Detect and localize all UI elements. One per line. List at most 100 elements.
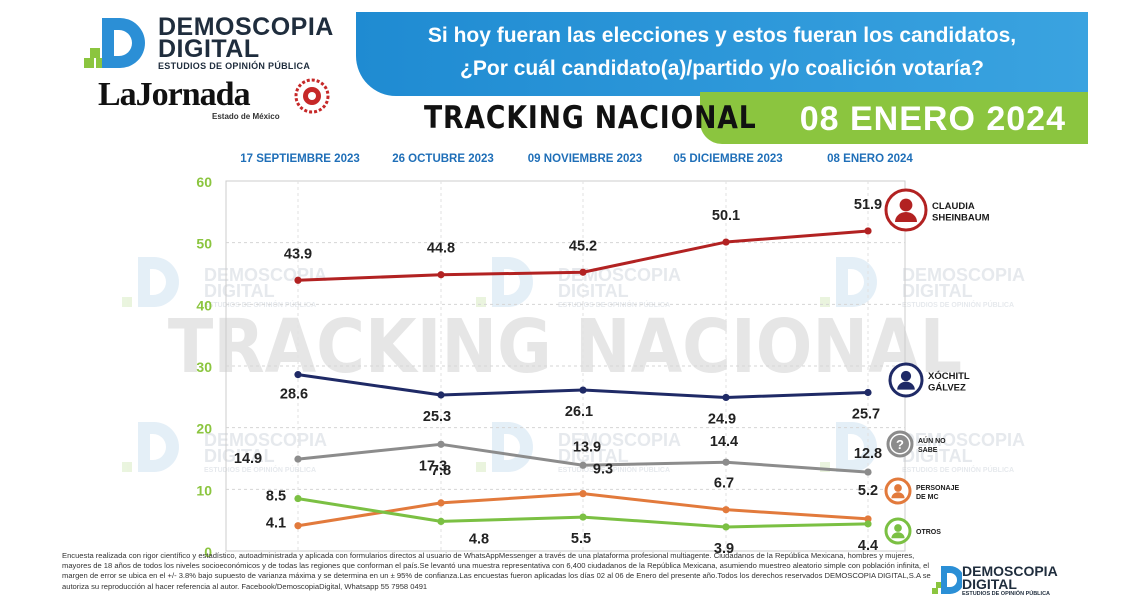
legend-label-line-2: GÁLVEZ xyxy=(928,383,966,394)
report-title: TRACKING NACIONAL xyxy=(424,100,757,136)
data-point xyxy=(722,506,730,514)
watermark-logo-line-2: DIGITAL xyxy=(902,281,973,301)
x-tick-label: 08 ENERO 2024 xyxy=(827,153,913,165)
data-point xyxy=(437,440,445,448)
x-tick-label: 26 OCTUBRE 2023 xyxy=(392,153,494,165)
question-banner: Si hoy fueran las elecciones y estos fue… xyxy=(356,12,1088,96)
data-label: 3.9 xyxy=(714,541,734,557)
person-body-icon xyxy=(891,532,905,539)
data-label: 14.4 xyxy=(710,434,738,450)
data-point xyxy=(437,499,445,507)
data-point xyxy=(722,458,730,466)
chart-series: 43.9 44.8 45.2 50.1 51.9 28.6 25.3 26.1 24.9 25.7… xyxy=(234,197,882,557)
demoscopia-tagline: ESTUDIOS DE OPINIÓN PÚBLICA xyxy=(158,61,311,71)
data-point xyxy=(294,371,302,379)
data-label: 4.1 xyxy=(266,516,286,532)
data-point xyxy=(579,513,587,521)
data-label: 45.2 xyxy=(569,238,597,254)
data-point xyxy=(864,388,872,397)
legend-label-line-2: SHEINBAUM xyxy=(932,213,990,224)
la-jornada-name: LaJornada xyxy=(98,76,251,113)
data-label: 51.9 xyxy=(854,197,882,213)
y-tick-label: 0 xyxy=(204,544,212,560)
la-jornada-edition: Estado de México xyxy=(212,112,280,121)
data-point xyxy=(294,455,302,463)
y-tick-label: 50 xyxy=(196,236,212,252)
watermark-logo-line-2: DIGITAL xyxy=(204,281,275,301)
data-label: 24.9 xyxy=(708,411,736,427)
data-label: 6.7 xyxy=(714,476,734,492)
watermark-logo-tagline: ESTUDIOS DE OPINIÓN PÚBLICA xyxy=(902,300,1014,309)
data-label: 4.8 xyxy=(469,531,489,547)
x-tick-label: 09 NOVIEMBRE 2023 xyxy=(528,153,642,165)
data-label: 28.6 xyxy=(280,387,308,403)
person-head-icon xyxy=(899,198,913,212)
data-label: 25.3 xyxy=(423,409,451,425)
watermark-square-icon xyxy=(476,297,486,307)
date-banner: 08 ENERO 2024 xyxy=(700,92,1088,144)
data-point xyxy=(437,517,445,526)
footer-demoscopia-logo: DEMOSCOPIA DIGITAL ESTUDIOS DE OPINIÓN P… xyxy=(932,562,1102,602)
watermark-d-icon xyxy=(492,422,533,472)
legend-item: PERSONAJE DE MC xyxy=(884,477,960,505)
data-label: 26.1 xyxy=(565,404,593,420)
x-tick-label: 17 SEPTIEMBRE 2023 xyxy=(240,153,360,165)
data-point xyxy=(437,391,445,399)
report-date: 08 ENERO 2024 xyxy=(799,100,1066,138)
legend-item: OTROS xyxy=(884,517,941,545)
watermark-d-icon xyxy=(492,257,533,307)
watermark-logo-line-2: DIGITAL xyxy=(558,446,629,466)
person-head-icon xyxy=(900,370,912,382)
data-point xyxy=(294,522,302,530)
legend-label-line-1: CLAUDIA xyxy=(932,201,975,212)
data-label: 7.8 xyxy=(431,463,451,479)
footer-d-icon xyxy=(932,566,962,594)
data-label: 9.3 xyxy=(593,462,613,478)
y-tick-label: 60 xyxy=(196,174,212,190)
data-label: 12.8 xyxy=(854,446,882,462)
data-point xyxy=(437,271,445,279)
la-jornada-logo: LaJornada Estado de México xyxy=(98,76,338,124)
data-point xyxy=(864,468,872,476)
footer-demoscopia-name: DEMOSCOPIA DIGITAL xyxy=(962,563,1058,592)
series-line xyxy=(297,492,869,528)
legend-label-line-1: OTROS xyxy=(916,529,941,536)
data-point xyxy=(579,490,587,498)
legend-label-line-1: XÓCHITL xyxy=(928,370,970,382)
data-label: 25.7 xyxy=(852,407,880,423)
data-point xyxy=(722,393,730,402)
watermark-d-icon xyxy=(138,257,179,307)
y-tick-label: 20 xyxy=(196,421,212,437)
footer-demoscopia-tagline: ESTUDIOS DE OPINIÓN PÚBLICA xyxy=(962,591,1051,597)
person-head-icon xyxy=(894,484,902,492)
watermark-logo-tagline: ESTUDIOS DE OPINIÓN PÚBLICA xyxy=(558,465,670,474)
watermark-square-icon xyxy=(122,297,132,307)
demoscopia-d-icon xyxy=(84,18,145,68)
demoscopia-logo: DEMOSCOPIA DIGITAL ESTUDIOS DE OPINIÓN P… xyxy=(84,14,354,74)
person-body-icon xyxy=(891,492,905,499)
data-point xyxy=(722,238,730,246)
data-label: 50.1 xyxy=(712,208,740,224)
data-point xyxy=(294,276,302,284)
person-body-icon xyxy=(897,381,915,390)
legend-item: ? AÚN NO SABE xyxy=(886,430,946,458)
data-point xyxy=(579,386,587,394)
legend-label-line-2: SABE xyxy=(918,447,938,454)
question-line-2: ¿Por cuál candidato(a)/partido y/o coali… xyxy=(460,57,984,80)
person-head-icon xyxy=(894,524,902,532)
data-label: 44.8 xyxy=(427,241,455,257)
watermark-logo-line-2: DIGITAL xyxy=(558,281,629,301)
watermark-text: TRACKING NACIONAL xyxy=(168,304,962,390)
data-label: 5.2 xyxy=(858,483,878,499)
data-label: 5.5 xyxy=(571,531,591,547)
legend-label-line-1: AÚN NO xyxy=(918,436,946,445)
